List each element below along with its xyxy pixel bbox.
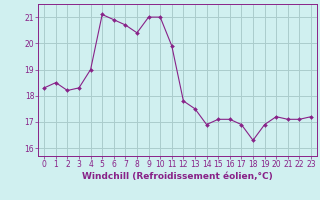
X-axis label: Windchill (Refroidissement éolien,°C): Windchill (Refroidissement éolien,°C) xyxy=(82,172,273,181)
